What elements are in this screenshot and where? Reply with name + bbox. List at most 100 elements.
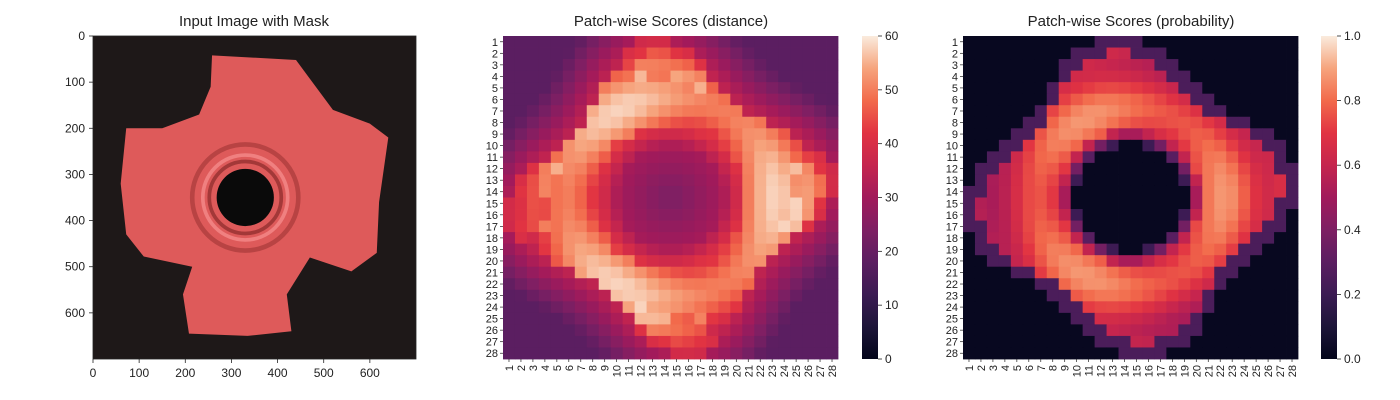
distance-heatmap-cell [790,185,803,198]
probability-heatmap-cell [1082,324,1095,337]
probability-heatmap-cell [1094,82,1107,95]
probability-heatmap-cell [1274,347,1287,360]
distance-heatmap-cell [730,70,743,83]
distance-heatmap-cell [730,278,743,291]
distance-heatmap-cell [706,255,719,268]
distance-heatmap-cell [754,278,767,291]
probability-heatmap-cell [1058,220,1072,233]
probability-heatmap-y-tick-label: 12 [946,164,958,176]
distance-heatmap-cell [598,301,612,314]
probability-heatmap-cell [1034,116,1048,129]
distance-heatmap-y-tick-label: 27 [486,337,498,349]
distance-heatmap-cell [778,347,791,360]
distance-heatmap-cell [790,255,803,268]
distance-heatmap-cell [682,347,695,360]
probability-heatmap-cell [963,232,976,245]
distance-heatmap-cell [586,185,600,198]
distance-heatmap-y-tick-label: 13 [486,175,498,187]
probability-heatmap-cell [1238,82,1251,95]
probability-heatmap-cell [1214,36,1227,48]
probability-heatmap-cell [1034,266,1048,279]
probability-heatmap-cell [1034,93,1048,106]
distance-heatmap-cell [658,289,671,302]
probability-heatmap-cell [1226,347,1239,360]
probability-heatmap-cell [1106,197,1119,210]
distance-heatmap-cell [754,312,767,325]
probability-heatmap-cell [1058,185,1072,198]
distance-heatmap-x-tick-label: 24 [779,365,791,377]
distance-heatmap-y-tick-label: 28 [486,348,498,360]
distance-heatmap-cell [646,82,659,95]
probability-heatmap-cell [1154,105,1167,118]
probability-heatmap-cell [1046,105,1060,118]
probability-heatmap-cell [1178,278,1191,291]
probability-heatmap-x-tick-label: 3 [988,365,1000,371]
distance-heatmap-cell [718,105,731,118]
probability-heatmap-cell [1070,266,1084,279]
distance-heatmap-cell [586,151,600,164]
distance-heatmap-cell [826,243,839,256]
distance-heatmap-cell [730,105,743,118]
distance-heatmap-cell [514,324,528,337]
probability-heatmap-cell [1166,128,1179,141]
probability-heatmap-cell [986,220,1000,233]
probability-heatmap-cell [1262,162,1275,175]
probability-heatmap-cell [998,162,1012,175]
distance-heatmap-cell [598,220,612,233]
probability-heatmap-cell [1214,174,1227,187]
distance-heatmap-cell [634,93,647,106]
distance-heatmap-y-tick-label: 14 [486,187,498,199]
probability-heatmap-cell [1022,36,1036,48]
distance-heatmap-cell [562,335,576,348]
probability-heatmap-x-tick-label: 5 [1012,365,1024,371]
distance-heatmap-cell [610,174,624,187]
distance-heatmap-cell [526,232,540,245]
probability-heatmap-cell [1214,301,1227,314]
distance-heatmap-cell [742,278,755,291]
probability-heatmap-cell [1130,105,1143,118]
distance-heatmap-cell [574,209,588,221]
distance-heatmap-cell [718,82,731,95]
distance-heatmap-cell [802,232,815,245]
distance-heatmap-cell [503,70,516,83]
distance-heatmap-cell [598,197,612,210]
distance-heatmap-cell [586,347,600,360]
probability-heatmap-cell [1154,209,1167,221]
probability-heatmap-cell [1118,151,1131,164]
distance-heatmap-cell [694,278,707,291]
distance-heatmap-cell [682,243,695,256]
probability-heatmap-cell [986,47,1000,60]
distance-heatmap-cell [598,162,612,175]
distance-heatmap-cell [514,185,528,198]
distance-heatmap-cell [646,209,659,221]
distance-heatmap-cell [778,70,791,83]
distance-heatmap-cell [766,209,779,221]
distance-heatmap-cell [718,36,731,48]
distance-heatmap-cell [598,289,612,302]
probability-heatmap-cell [998,70,1012,83]
probability-heatmap-cell [974,347,988,360]
probability-heatmap-cell [1238,93,1251,106]
distance-heatmap-cell [658,278,671,291]
distance-heatmap-cell [802,128,815,141]
probability-heatmap-cell [1082,243,1095,256]
probability-heatmap-cell [1154,301,1167,314]
probability-heatmap-cell [1286,232,1299,245]
distance-heatmap-cell [574,151,588,164]
probability-heatmap-y-tick-label: 27 [946,337,958,349]
probability-heatmap-cell [1046,70,1060,83]
distance-heatmap-cell [646,220,659,233]
distance-heatmap-cell [646,59,659,72]
distance-heatmap-cell [742,220,755,233]
distance-heatmap-cell [742,59,755,72]
probability-heatmap-cell [1082,278,1095,291]
distance-heatmap-cell [670,116,683,129]
probability-heatmap-cell [1094,185,1107,198]
distance-heatmap-cell [622,335,635,348]
distance-heatmap-cell [646,278,659,291]
probability-heatmap-cell [974,36,988,48]
distance-heatmap-y-tick-label: 5 [492,83,498,95]
distance-heatmap-cell [694,36,707,48]
distance-heatmap-cell [598,139,612,152]
distance-heatmap-cell [646,174,659,187]
